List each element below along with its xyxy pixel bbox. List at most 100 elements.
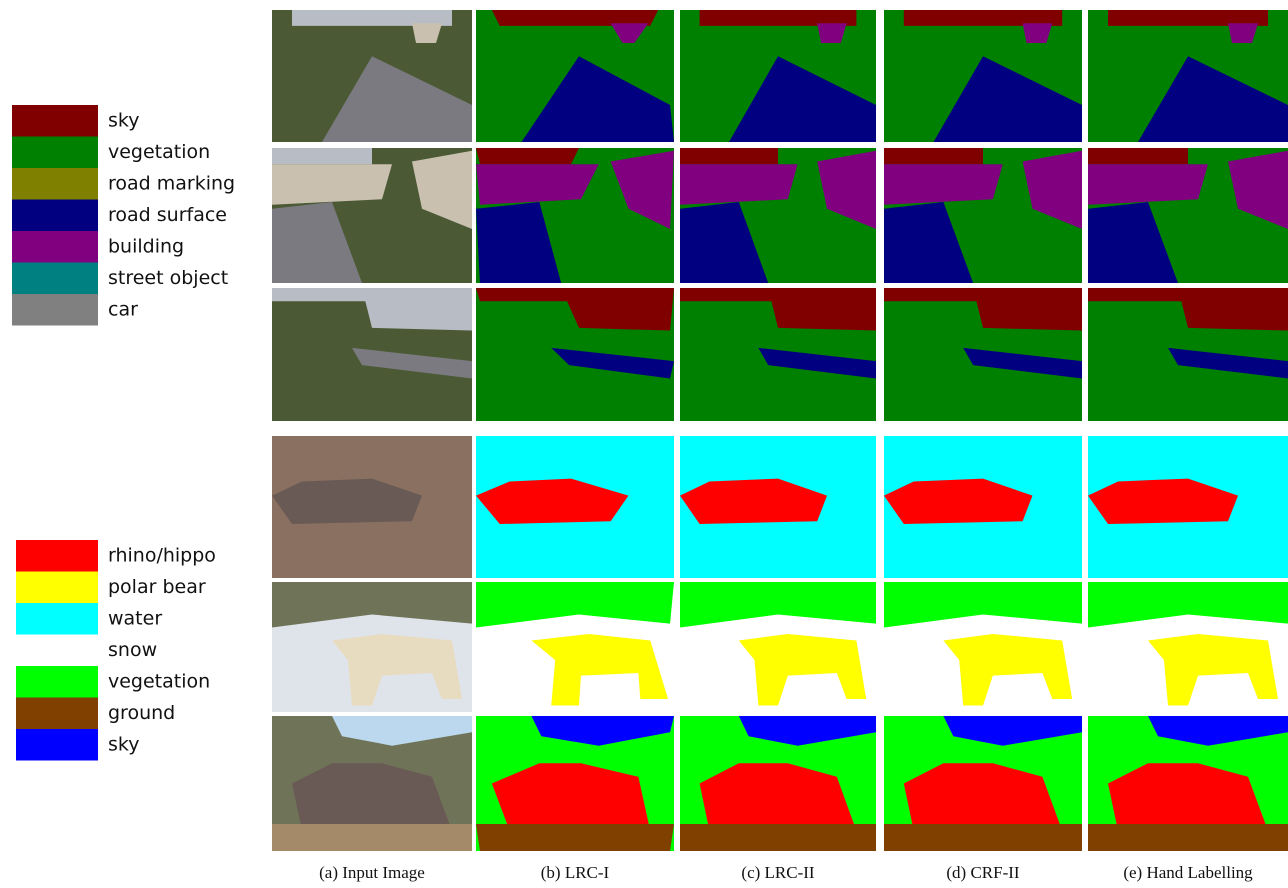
input-image [272,288,472,421]
legend-label: water [108,608,162,630]
legend-label: car [108,299,138,321]
region [1178,288,1288,331]
region [699,763,857,831]
region [680,202,769,283]
region [680,478,827,525]
segmentation-result [1088,288,1288,421]
input-image [272,582,472,712]
region [884,582,1082,628]
region [1148,634,1278,706]
region [884,164,1003,205]
legend-swatch [16,634,98,666]
region [1088,582,1288,628]
legend-swatch [12,262,98,294]
region [610,150,674,229]
legend-swatch [16,729,98,761]
segmentation-result [476,10,674,143]
legend-swatch [12,105,98,137]
region [561,288,674,331]
segmentation-result [476,148,674,283]
region [521,56,674,143]
region [531,716,674,746]
segmentation-result [884,148,1082,283]
segmentation-result [680,288,876,421]
region [758,347,876,379]
region [817,23,847,43]
legend-label: sky [108,734,139,756]
region [476,164,599,205]
region [1088,478,1238,525]
region [412,150,472,229]
region [1088,148,1188,165]
region [699,10,857,26]
region [933,56,1082,143]
legend-swatch [12,199,98,231]
region [768,288,876,331]
region [362,288,472,331]
region [1148,716,1288,746]
region [272,824,472,851]
legend-label: vegetation [108,671,210,693]
region [531,634,669,706]
region [1228,150,1288,229]
legend-swatch [12,294,98,326]
segmentation-result [884,288,1082,421]
column-caption: (b) LRC-I [541,863,610,882]
region [1088,824,1288,851]
region [884,202,974,283]
segmentation-result [476,582,674,712]
segmentation-result [1088,10,1288,143]
region [884,478,1033,525]
region [476,478,629,525]
legend-label: rhino/hippo [108,545,216,567]
segmentation-result [884,436,1082,578]
segmentation-result [680,10,876,143]
legend-swatch [16,603,98,635]
legend-label: sky [108,110,139,132]
region [551,347,674,379]
region [903,763,1063,831]
input-image [272,148,472,283]
legend-label: street object [108,267,228,289]
region [680,582,876,628]
region [476,582,674,628]
region [817,150,876,229]
region [680,164,798,205]
region [412,23,442,43]
region [973,288,1082,331]
segmentation-result [1088,582,1288,712]
region [884,824,1082,851]
region [610,23,649,43]
region [884,148,983,165]
segmentation-result [476,716,674,851]
input-image [272,716,472,851]
segmentation-result [1088,716,1288,851]
region [943,634,1073,706]
region [272,148,372,165]
column-caption: (a) Input Image [319,863,425,882]
legend-label: building [108,236,184,258]
legend-swatch [16,697,98,729]
segmentation-result [476,288,674,421]
legend-swatch [16,540,98,572]
segmentation-result [1088,436,1288,578]
region [491,10,659,26]
region [272,164,392,205]
legend-swatch [12,231,98,263]
legend-swatch [16,666,98,698]
region [292,763,452,831]
segmentation-result [884,716,1082,851]
segmentation-result [884,10,1082,143]
region [476,202,562,283]
legend-label: road surface [108,204,227,226]
region [1228,23,1258,43]
region [943,716,1082,746]
legend-label: polar bear [108,576,206,598]
region [903,10,1063,26]
legend-label: ground [108,702,175,724]
region [738,634,867,706]
segmentation-result [884,582,1082,712]
region [738,716,876,746]
segmentation-result [680,148,876,283]
region [1138,56,1288,143]
